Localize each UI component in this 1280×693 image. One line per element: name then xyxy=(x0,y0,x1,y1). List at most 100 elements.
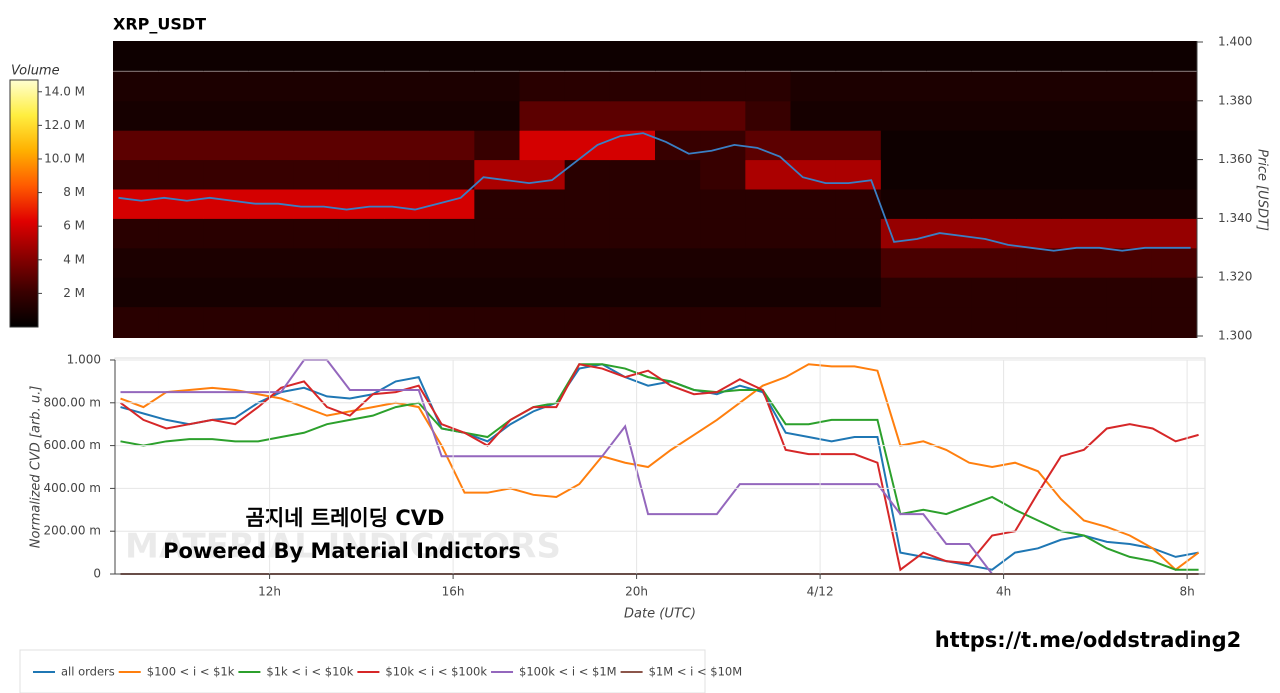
heatmap-cell xyxy=(158,71,204,102)
heatmap-cell xyxy=(609,41,656,71)
heatmap-cell xyxy=(203,159,249,190)
heatmap-cell xyxy=(429,159,475,190)
y-tick-label: 1.300 xyxy=(1218,329,1252,343)
heatmap-cell xyxy=(1151,41,1197,71)
heatmap-cell xyxy=(745,189,791,219)
heatmap-cell xyxy=(926,277,972,308)
heatmap-cell xyxy=(971,159,1017,190)
heatmap-cell xyxy=(293,306,340,338)
heatmap-cell xyxy=(971,189,1017,219)
heatmap-cell xyxy=(1061,189,1108,219)
heatmap-cell xyxy=(293,130,340,161)
heatmap-cell xyxy=(293,100,340,131)
heatmap-cell xyxy=(1151,130,1197,161)
heatmap-cell xyxy=(519,247,566,278)
heatmap-cell xyxy=(474,130,520,161)
heatmap-cell xyxy=(158,189,204,219)
heatmap-cell xyxy=(971,247,1017,278)
heatmap-cell xyxy=(1106,159,1153,190)
y-tick-label: 800.00 m xyxy=(44,395,102,409)
heatmap-cell xyxy=(158,159,204,190)
x-tick-label: 12h xyxy=(258,585,281,599)
heatmap-cell xyxy=(700,71,746,102)
y-tick-label: 200.00 m xyxy=(44,524,102,538)
series-line xyxy=(119,363,1199,572)
heatmap-cell xyxy=(971,277,1017,308)
y-tick-label: 1.380 xyxy=(1218,93,1252,107)
heatmap-cell xyxy=(609,218,656,249)
heatmap-cell xyxy=(429,306,475,338)
heatmap-cell xyxy=(1106,71,1153,102)
heatmap-cell xyxy=(745,71,791,102)
heatmap-cell xyxy=(926,159,972,190)
heatmap-cell xyxy=(203,189,249,219)
heatmap-cell xyxy=(429,247,475,278)
heatmap-cell xyxy=(655,71,701,102)
heatmap-cell xyxy=(609,159,656,190)
heatmap-cell xyxy=(1061,306,1108,338)
heatmap-cell xyxy=(926,247,972,278)
heatmap-cell xyxy=(474,41,520,71)
heatmap-cell xyxy=(564,130,611,161)
heatmap-cell xyxy=(790,100,837,131)
legend-label: $1k < i < $10k xyxy=(266,665,353,679)
heatmap-cell xyxy=(1016,41,1062,71)
heatmap-cell xyxy=(880,100,927,131)
watermark-title: 곰지네 트레이딩 CVD xyxy=(246,506,445,530)
heatmap-cell xyxy=(564,189,611,219)
chart-title: XRP_USDT xyxy=(113,15,206,34)
price-line xyxy=(118,132,1191,252)
heatmap-cell xyxy=(519,130,566,161)
heatmap-cell xyxy=(926,306,972,338)
heatmap-cell xyxy=(1106,277,1153,308)
heatmap-cell xyxy=(384,218,430,249)
heatmap-cell xyxy=(1151,277,1197,308)
heatmap-cell xyxy=(203,100,249,131)
heatmap-cell xyxy=(655,130,701,161)
heatmap-cell xyxy=(1106,100,1153,131)
heatmap-cell xyxy=(880,41,927,71)
heatmap-cell xyxy=(835,159,882,190)
y-axis-title: Price [USDT] xyxy=(1255,149,1270,231)
heatmap-cell xyxy=(1106,247,1153,278)
heatmap-cell xyxy=(384,306,430,338)
heatmap-cell xyxy=(835,41,882,71)
heatmap-cell xyxy=(655,189,701,219)
heatmap-cell xyxy=(880,247,927,278)
heatmap-cell xyxy=(429,100,475,131)
heatmap-cell xyxy=(790,130,837,161)
heatmap-cell xyxy=(293,218,340,249)
heatmap-cell xyxy=(655,277,701,308)
heatmap-cell xyxy=(880,71,927,102)
heatmap-cell xyxy=(1151,218,1197,249)
heatmap-cell xyxy=(745,306,791,338)
heatmap-cell xyxy=(745,41,791,71)
heatmap-cell xyxy=(835,306,882,338)
heatmap-cell xyxy=(158,277,204,308)
heatmap-cell xyxy=(338,277,385,308)
heatmap-cell xyxy=(429,218,475,249)
x-tick-label: 8h xyxy=(1179,585,1194,599)
heatmap-cell xyxy=(564,247,611,278)
heatmap-cell xyxy=(609,71,656,102)
heatmap-cell xyxy=(790,277,837,308)
y-tick-label: 1.360 xyxy=(1218,152,1252,166)
heatmap-cell xyxy=(745,277,791,308)
heatmap-cell xyxy=(564,100,611,131)
heatmap-cell xyxy=(1016,189,1062,219)
heatmap-cell xyxy=(790,218,837,249)
heatmap-cell xyxy=(248,71,295,102)
heatmap-cell xyxy=(926,100,972,131)
heatmap-cell xyxy=(203,277,249,308)
heatmap-cell xyxy=(1061,247,1108,278)
colorbar xyxy=(9,79,39,328)
heatmap-cell xyxy=(1061,41,1108,71)
heatmap-cell xyxy=(474,71,520,102)
y-tick-label: 1.340 xyxy=(1218,211,1252,225)
heatmap-cell xyxy=(835,218,882,249)
colorbar-tick-label: 4 M xyxy=(63,252,85,266)
heatmap-cell xyxy=(1106,189,1153,219)
heatmap-cell xyxy=(745,247,791,278)
heatmap-cell xyxy=(384,159,430,190)
colorbar-tick-label: 2 M xyxy=(63,286,85,300)
